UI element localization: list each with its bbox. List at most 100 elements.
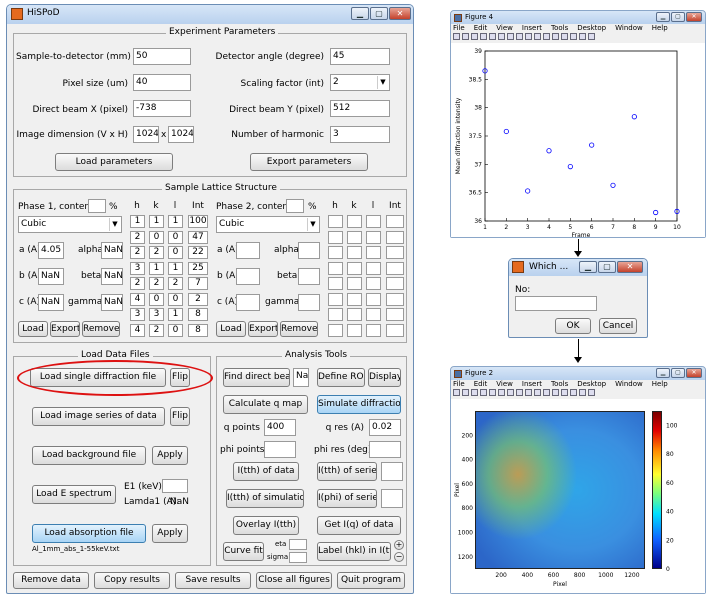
show-plot-tools-icon[interactable] bbox=[588, 33, 595, 40]
menu-file[interactable]: File bbox=[453, 380, 465, 388]
hkl2-cell[interactable] bbox=[347, 323, 362, 337]
menu-tools[interactable]: Tools bbox=[550, 380, 569, 388]
hkl-cell[interactable]: 2 bbox=[130, 230, 145, 244]
define-roi-button[interactable]: Define ROI bbox=[317, 368, 365, 387]
hkl-cell[interactable]: 1 bbox=[168, 215, 183, 228]
hkl2-cell[interactable] bbox=[386, 215, 404, 228]
menu-help[interactable]: Help bbox=[651, 380, 668, 388]
hkl-cell[interactable]: 4 bbox=[130, 292, 145, 306]
hkl2-cell[interactable] bbox=[386, 277, 404, 290]
apply-background-button[interactable]: Apply bbox=[152, 446, 188, 465]
hkl-cell[interactable]: 0 bbox=[168, 323, 183, 337]
phase2-gamma-input[interactable] bbox=[298, 294, 320, 311]
phase2-c-input[interactable] bbox=[236, 294, 260, 311]
save-icon[interactable] bbox=[471, 33, 478, 40]
figure4-close-button[interactable]: ✕ bbox=[686, 12, 702, 22]
hkl-cell[interactable]: 3 bbox=[149, 308, 164, 321]
data-cursor-icon[interactable] bbox=[534, 389, 541, 396]
menu-edit[interactable]: Edit bbox=[473, 380, 488, 388]
get-iq-of-data-button[interactable]: Get I(q) of data bbox=[317, 516, 401, 535]
hkl2-cell[interactable] bbox=[328, 292, 343, 306]
hkl-cell[interactable]: 8 bbox=[188, 323, 208, 337]
hkl-cell[interactable]: 0 bbox=[168, 292, 183, 306]
minimize-button[interactable]: ▁ bbox=[351, 7, 369, 20]
export-parameters-button[interactable]: Export parameters bbox=[250, 153, 368, 171]
figure2-close-button[interactable]: ✕ bbox=[686, 368, 702, 378]
hkl-cell[interactable]: 1 bbox=[130, 215, 145, 228]
load-e-spectrum-button[interactable]: Load E spectrum bbox=[32, 485, 116, 504]
dialog-maximize-button[interactable]: ▢ bbox=[598, 261, 616, 273]
figure2-minimize-button[interactable]: ▁ bbox=[656, 368, 670, 378]
hkl2-cell[interactable] bbox=[366, 292, 381, 306]
load-parameters-button[interactable]: Load parameters bbox=[55, 153, 173, 171]
hkl2-cell[interactable] bbox=[386, 308, 404, 321]
hkl2-cell[interactable] bbox=[386, 292, 404, 306]
remove-data-button[interactable]: Remove data bbox=[13, 572, 89, 589]
hkl-cell[interactable]: 7 bbox=[188, 277, 208, 290]
phase2-content-input[interactable] bbox=[286, 199, 304, 213]
hkl2-cell[interactable] bbox=[366, 261, 381, 275]
close-button[interactable]: ✕ bbox=[389, 7, 411, 20]
print-icon[interactable] bbox=[480, 389, 487, 396]
hkl-cell[interactable]: 2 bbox=[130, 277, 145, 290]
menu-window[interactable]: Window bbox=[615, 24, 643, 32]
figure4-minimize-button[interactable]: ▁ bbox=[656, 12, 670, 22]
direct-beam-y-input[interactable]: 512 bbox=[330, 100, 390, 117]
phase2-b-input[interactable] bbox=[236, 268, 260, 285]
phase1-export-button[interactable]: Export bbox=[50, 321, 80, 337]
hkl-cell[interactable]: 2 bbox=[149, 323, 164, 337]
hide-plot-tools-icon[interactable] bbox=[579, 389, 586, 396]
menu-file[interactable]: File bbox=[453, 24, 465, 32]
phase2-alpha-input[interactable] bbox=[298, 242, 320, 259]
direct-beam-result-input[interactable]: Na bbox=[293, 368, 309, 387]
link-icon[interactable] bbox=[552, 33, 559, 40]
detector-angle-input[interactable]: 45 bbox=[330, 48, 390, 65]
maximize-button[interactable]: ▢ bbox=[370, 7, 388, 20]
hkl-cell[interactable]: 0 bbox=[149, 292, 164, 306]
menu-help[interactable]: Help bbox=[651, 24, 668, 32]
itth-series-input[interactable] bbox=[381, 462, 403, 481]
phase1-gamma-input[interactable]: NaN bbox=[101, 294, 123, 311]
hkl-cell[interactable]: 2 bbox=[149, 277, 164, 290]
hkl2-cell[interactable] bbox=[347, 308, 362, 321]
display-button[interactable]: Display bbox=[368, 368, 401, 387]
menu-insert[interactable]: Insert bbox=[521, 24, 542, 32]
apply-absorption-button[interactable]: Apply bbox=[152, 524, 188, 543]
zoom-out-icon[interactable] bbox=[507, 389, 514, 396]
hkl2-cell[interactable] bbox=[386, 261, 404, 275]
hkl2-cell[interactable] bbox=[328, 246, 343, 259]
zoom-in-icon[interactable] bbox=[498, 33, 505, 40]
phase1-a-input[interactable]: 4.05 bbox=[38, 242, 64, 259]
hkl2-cell[interactable] bbox=[386, 230, 404, 244]
hkl-cell[interactable]: 47 bbox=[188, 230, 208, 244]
chevron-down-icon[interactable]: ▼ bbox=[109, 218, 120, 231]
colorbar-icon[interactable] bbox=[561, 389, 568, 396]
dialog-minimize-button[interactable]: ▁ bbox=[579, 261, 597, 273]
pointer-icon[interactable] bbox=[489, 389, 496, 396]
load-absorption-button[interactable]: Load absorption file bbox=[32, 524, 146, 543]
phase2-beta-input[interactable] bbox=[298, 268, 320, 285]
sigma-input[interactable] bbox=[289, 552, 307, 563]
hkl2-cell[interactable] bbox=[366, 323, 381, 337]
pixel-size-input[interactable]: 40 bbox=[133, 74, 191, 91]
itth-of-series-button[interactable]: I(tth) of series bbox=[317, 462, 377, 481]
hkl-cell[interactable]: 3 bbox=[130, 261, 145, 275]
hkl2-cell[interactable] bbox=[328, 215, 343, 228]
number-of-harmonic-input[interactable]: 3 bbox=[330, 126, 390, 143]
hkl-cell[interactable]: 0 bbox=[168, 246, 183, 259]
hide-plot-tools-icon[interactable] bbox=[579, 33, 586, 40]
colorbar-icon[interactable] bbox=[561, 33, 568, 40]
phase1-remove-button[interactable]: Remove bbox=[82, 321, 120, 337]
curve-fit-button[interactable]: Curve fit bbox=[223, 542, 264, 561]
hkl2-cell[interactable] bbox=[328, 261, 343, 275]
pointer-icon[interactable] bbox=[489, 33, 496, 40]
phase2-structure-select[interactable]: Cubic ▼ bbox=[216, 216, 320, 233]
save-results-button[interactable]: Save results bbox=[175, 572, 251, 589]
overlay-itth-button[interactable]: Overlay I(tth) bbox=[233, 516, 299, 535]
hkl2-cell[interactable] bbox=[386, 246, 404, 259]
menu-view[interactable]: View bbox=[496, 24, 513, 32]
new-figure-icon[interactable] bbox=[453, 33, 460, 40]
legend-icon[interactable] bbox=[570, 33, 577, 40]
itth-of-data-button[interactable]: I(tth) of data bbox=[233, 462, 299, 481]
hkl2-cell[interactable] bbox=[386, 323, 404, 337]
